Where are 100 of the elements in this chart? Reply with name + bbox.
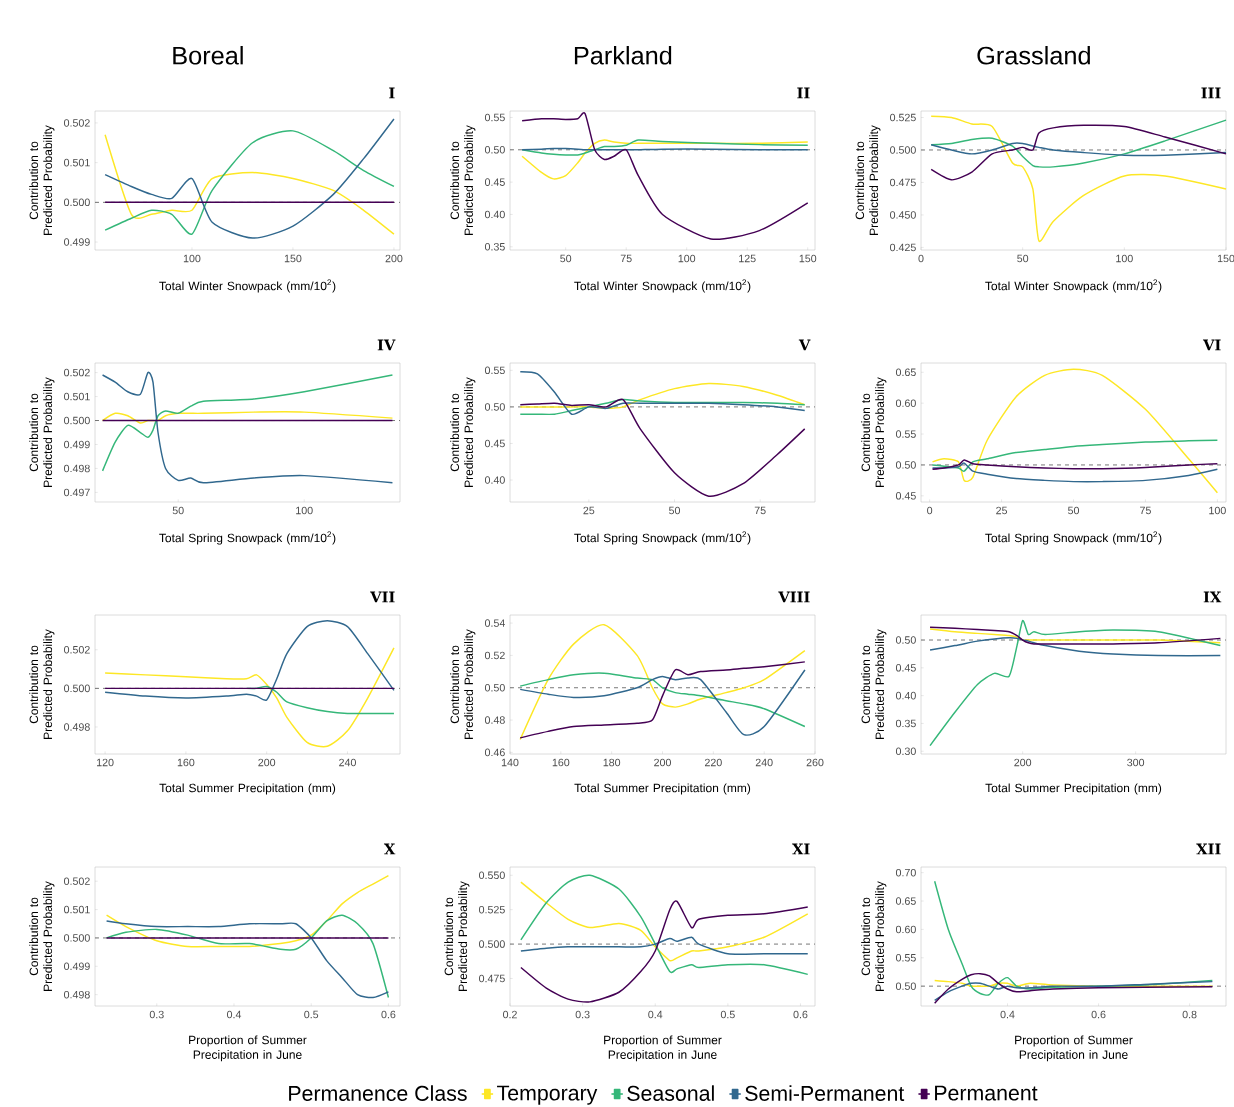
y-tick-label: 0.525 [890, 113, 916, 122]
x-tick-label: 100 [678, 254, 696, 263]
x-tick-label: 150 [1217, 254, 1234, 263]
x-tick-label: 100 [1209, 506, 1226, 515]
y-tick-label: 0.502 [64, 368, 90, 377]
x-tick-label: 75 [754, 506, 766, 515]
x-tick-label: 75 [1140, 506, 1151, 515]
chart-subtitle: Parkland [574, 45, 672, 65]
y-tick-label: 0.55 [484, 366, 505, 375]
y-axis-title: Contribution to Predicted Probability [29, 629, 55, 739]
chart-title: X [383, 843, 396, 855]
y-tick-label: 0.500 [64, 934, 90, 942]
y-tick-label: 0.501 [64, 905, 90, 914]
x-axis-title: Total Spring Snowpack (mm/10$^{2}$) [985, 531, 1162, 545]
y-tick-label: 0.48 [484, 716, 505, 724]
y-tick-label: 0.525 [479, 905, 505, 914]
chart-title: IX [1203, 591, 1222, 603]
x-tick-label: 0.5 [720, 1010, 735, 1019]
x-tick-label: 50 [172, 506, 184, 515]
x-axis-title: Proportion of Summer Precipitation in June [604, 1035, 722, 1062]
y-tick-label: 0.35 [484, 243, 505, 251]
x-tick-label: 260 [806, 758, 824, 767]
y-tick-label: 0.502 [64, 877, 90, 885]
y-tick-label: 0.502 [64, 645, 90, 654]
x-axis-title: Total Winter Snowpack (mm/10$^{2}$) [985, 279, 1162, 293]
y-axis-title: Contribution to Predicted Probability [861, 881, 887, 991]
x-tick-label: 300 [1127, 758, 1145, 767]
y-axis-title: Contribution to Predicted Probability [444, 881, 470, 991]
x-tick-label: 25 [996, 506, 1008, 515]
y-tick-label: 0.50 [484, 683, 505, 692]
x-tick-label: 0.3 [149, 1010, 164, 1019]
x-tick-label: 0.5 [304, 1010, 319, 1019]
y-tick-label: 0.450 [890, 211, 916, 219]
y-tick-label: 0.425 [890, 243, 916, 252]
y-tick-label: 0.46 [484, 748, 505, 757]
y-tick-label: 0.502 [64, 119, 90, 127]
x-axis-title: Total Spring Snowpack (mm/10$^{2}$) [159, 531, 336, 545]
x-axis-title: Total Summer Precipitation (mm) [985, 783, 1162, 795]
y-tick-label: 0.40 [895, 691, 916, 700]
y-tick-label: 0.30 [895, 747, 916, 755]
x-tick-label: 100 [1116, 254, 1133, 263]
y-axis-title: Contribution to Predicted Probability [29, 881, 55, 991]
y-tick-label: 0.501 [64, 158, 90, 167]
x-tick-label: 0.2 [503, 1010, 517, 1019]
x-tick-label: 50 [1068, 506, 1080, 515]
y-tick-label: 0.497 [64, 488, 90, 497]
x-tick-label: 160 [177, 758, 195, 767]
legend-label: Temporary [497, 1085, 598, 1105]
chart-title: XI [792, 843, 810, 855]
x-tick-label: 50 [1017, 254, 1029, 263]
y-tick-label: 0.45 [484, 178, 505, 186]
x-tick-label: 125 [739, 254, 756, 263]
y-tick-label: 0.550 [479, 871, 505, 880]
x-tick-label: 180 [603, 758, 621, 767]
x-tick-label: 0.4 [1000, 1010, 1015, 1019]
y-tick-label: 0.52 [484, 651, 505, 660]
x-tick-label: 220 [704, 758, 722, 767]
y-axis-title: Contribution to Predicted Probability [861, 629, 887, 739]
legend-label: Permanent [935, 1085, 1038, 1101]
y-tick-label: 0.498 [64, 990, 90, 999]
y-tick-label: 0.498 [64, 464, 90, 473]
legend-label: Semi-Permanent [745, 1085, 905, 1101]
y-axis-title: Contribution to Predicted Probability [29, 377, 55, 487]
y-tick-label: 0.54 [484, 619, 505, 627]
x-axis-title: Total Summer Precipitation (mm) [574, 783, 751, 795]
x-tick-label: 200 [1014, 758, 1032, 767]
x-tick-label: 200 [654, 758, 671, 767]
chart-title: VI [1202, 339, 1221, 351]
x-axis-title: Total Winter Snowpack (mm/10$^{2}$) [159, 279, 336, 293]
x-axis-title: Total Winter Snowpack (mm/10$^{2}$) [574, 279, 751, 293]
y-tick-label: 0.500 [64, 684, 90, 693]
x-tick-label: 0.4 [227, 1010, 242, 1019]
y-tick-label: 0.500 [479, 940, 505, 948]
x-axis-title: Total Spring Snowpack (mm/10$^{2}$) [574, 531, 751, 545]
x-tick-label: 0 [918, 254, 924, 263]
x-tick-label: 200 [258, 758, 276, 767]
y-tick-label: 0.45 [895, 492, 916, 500]
y-axis-title: Contribution to Predicted Probability [450, 125, 476, 235]
y-tick-label: 0.498 [64, 723, 90, 731]
y-tick-label: 0.500 [64, 416, 90, 425]
x-axis-title: Proportion of Summer Precipitation in June [189, 1035, 307, 1062]
x-tick-label: 150 [799, 254, 817, 263]
chart-title: XII [1196, 843, 1221, 855]
y-tick-label: 0.70 [895, 868, 916, 877]
y-tick-label: 0.50 [484, 403, 505, 411]
x-tick-label: 0.8 [1182, 1010, 1197, 1019]
y-tick-label: 0.50 [895, 461, 916, 469]
y-tick-label: 0.50 [484, 146, 505, 154]
x-axis-title: Proportion of Summer Precipitation in June [1015, 1035, 1133, 1062]
y-axis-title: Contribution to Predicted Probability [861, 377, 887, 487]
legend-title: Permanence Class [289, 1085, 467, 1101]
y-tick-label: 0.40 [484, 210, 505, 219]
x-tick-label: 0.6 [1091, 1010, 1106, 1019]
y-tick-label: 0.45 [484, 439, 505, 448]
y-tick-label: 0.475 [890, 178, 916, 187]
x-tick-label: 200 [385, 254, 403, 263]
x-tick-label: 0.6 [381, 1010, 396, 1019]
chart-subtitle: Grassland [977, 45, 1090, 65]
y-axis-title: Contribution to Predicted Probability [450, 377, 476, 487]
chart-title: VII [370, 591, 395, 603]
